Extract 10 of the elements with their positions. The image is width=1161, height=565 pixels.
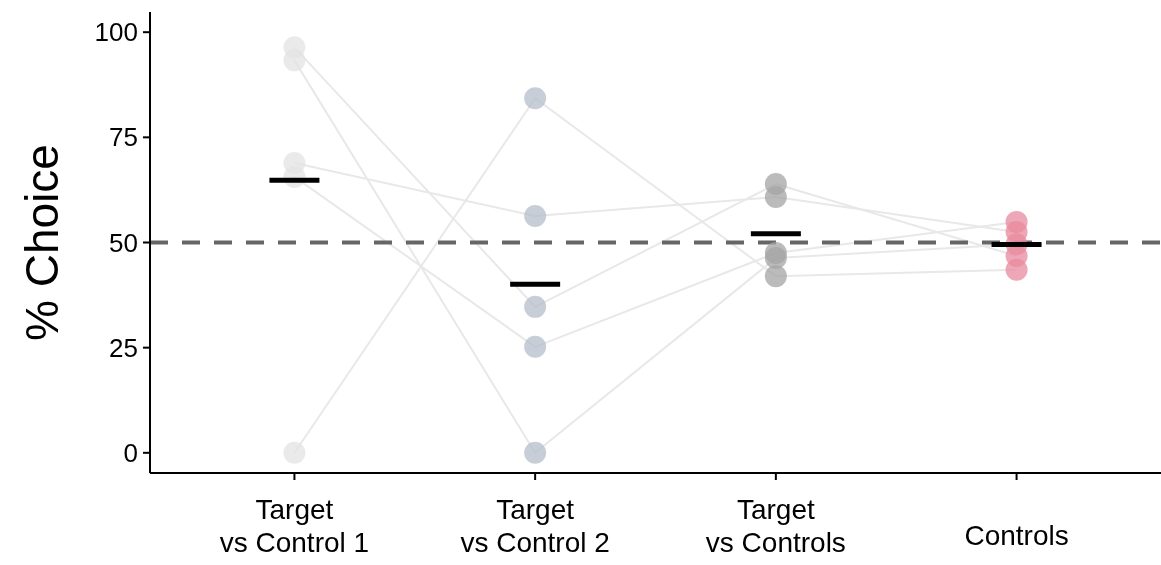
y-tick-label: 50: [109, 227, 138, 258]
y-tick-label: 0: [123, 437, 138, 468]
x-tick-label: Target vs Controls: [705, 494, 846, 558]
y-tick-label: 100: [94, 17, 138, 48]
y-tick-label: 75: [109, 122, 138, 153]
x-tick-label: Controls: [964, 520, 1069, 551]
x-tick-label: Target vs Control 2: [460, 494, 610, 558]
y-tick-label: 25: [109, 332, 138, 363]
y-axis-title: % Choice: [16, 144, 68, 341]
x-tick-label: Target vs Control 1: [219, 494, 370, 558]
